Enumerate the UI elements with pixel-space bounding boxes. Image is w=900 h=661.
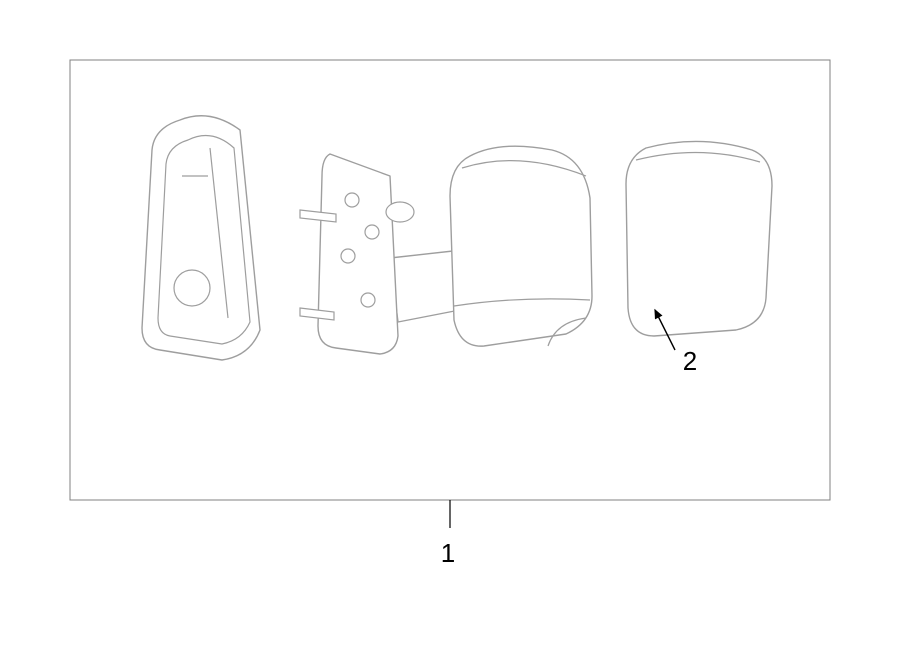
mirror-housing — [450, 146, 592, 346]
base-plate — [142, 116, 260, 360]
mirror-bracket — [318, 154, 398, 354]
mirror-glass — [626, 141, 772, 336]
diagram-canvas: 12 — [0, 0, 900, 661]
callout-1: 1 — [441, 500, 455, 568]
pivot-boss — [386, 202, 414, 222]
mirror-glass-outline — [626, 141, 772, 336]
callout-label: 2 — [683, 346, 697, 376]
mirror-assembly — [300, 146, 592, 354]
callout-label: 1 — [441, 538, 455, 568]
